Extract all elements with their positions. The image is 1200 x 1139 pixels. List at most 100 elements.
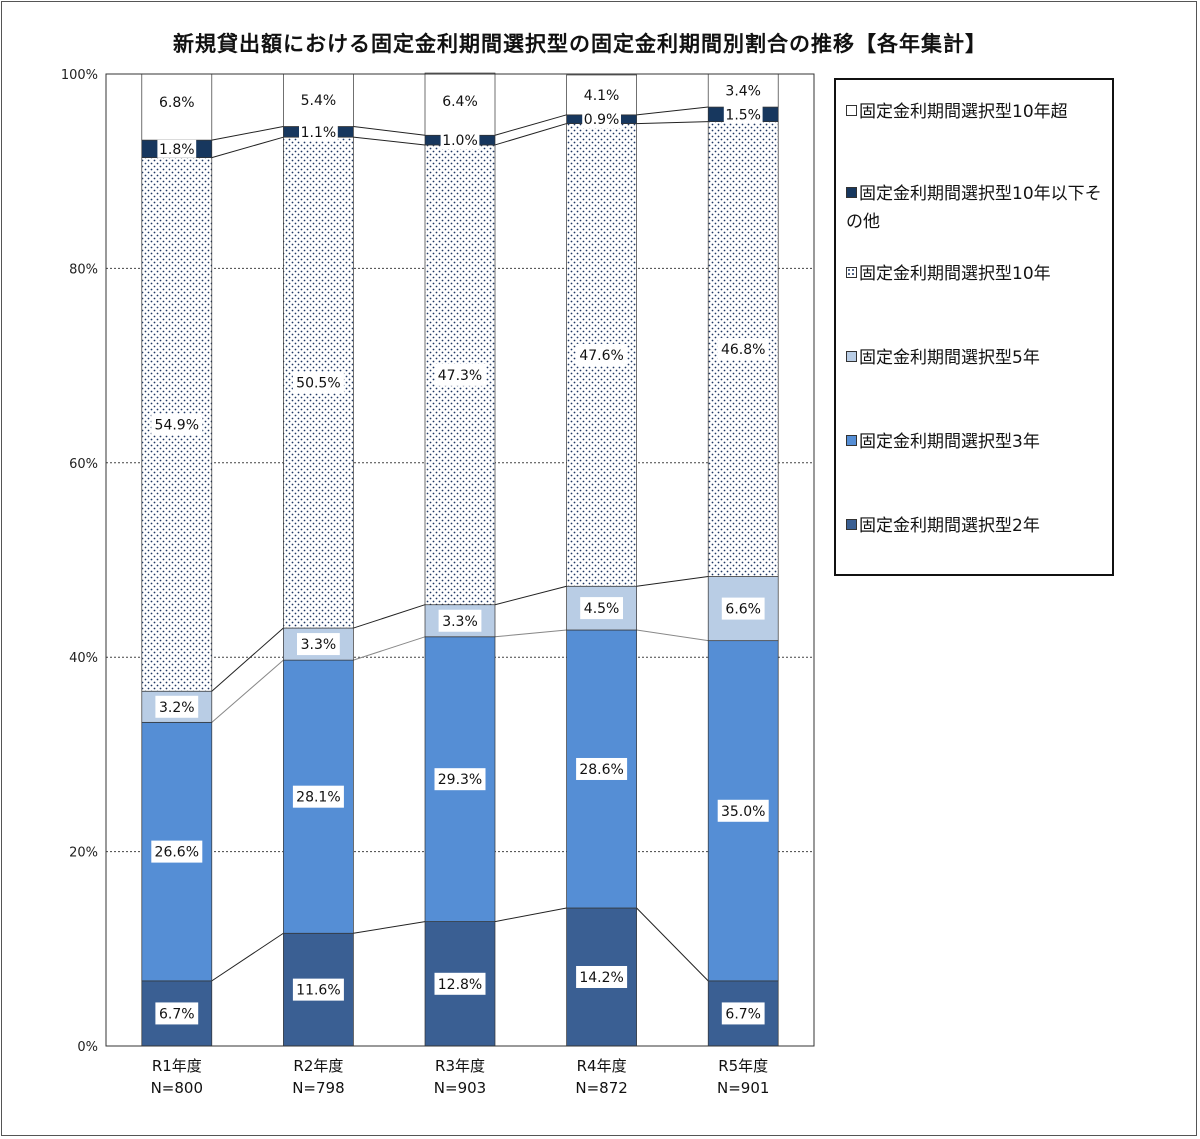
data-label: 47.6% bbox=[579, 348, 623, 364]
legend-swatch bbox=[846, 518, 857, 530]
data-label-bg bbox=[717, 799, 769, 822]
data-label: 54.9% bbox=[155, 417, 199, 433]
data-label: 4.1% bbox=[584, 88, 620, 104]
y-tick-label: 20% bbox=[69, 846, 98, 861]
data-label: 6.7% bbox=[725, 1006, 761, 1022]
y-tick-label: 80% bbox=[69, 262, 98, 277]
data-label: 46.8% bbox=[721, 342, 765, 358]
data-label: 6.6% bbox=[725, 602, 761, 618]
legend-item: 固定金利期間選択型10年以下その他 bbox=[846, 180, 1108, 236]
data-label: 14.2% bbox=[579, 970, 623, 986]
data-label-bg bbox=[155, 1002, 199, 1025]
series-connector-line bbox=[353, 136, 426, 146]
series-connector-line bbox=[353, 636, 426, 661]
y-tick-label: 60% bbox=[69, 457, 98, 472]
bar-segment bbox=[424, 72, 496, 136]
x-category-label: R4年度 bbox=[577, 1057, 627, 1075]
data-label: 29.3% bbox=[438, 772, 482, 788]
data-label-bg bbox=[151, 840, 203, 863]
bar-segment bbox=[283, 73, 354, 127]
plot-area-border bbox=[105, 73, 815, 1047]
series-connector-line bbox=[494, 585, 567, 606]
series-connector-line bbox=[211, 125, 284, 141]
legend-label: 固定金利期間選択型10年以下その他 bbox=[846, 184, 1102, 232]
series-connector-line bbox=[353, 921, 426, 934]
data-label-bg bbox=[157, 139, 197, 158]
bar-segment bbox=[141, 73, 213, 141]
series-connector-line bbox=[636, 629, 709, 642]
legend-swatch bbox=[846, 186, 857, 198]
data-label: 28.1% bbox=[296, 790, 340, 806]
data-label: 5.4% bbox=[301, 93, 337, 109]
data-label-bg bbox=[292, 371, 344, 394]
series-connector-line bbox=[211, 932, 284, 982]
data-label: 6.7% bbox=[159, 1006, 195, 1022]
series-connector-line bbox=[636, 106, 709, 116]
data-label-bg bbox=[297, 633, 340, 656]
series-connector-line bbox=[636, 576, 709, 587]
x-category-label: R1年度 bbox=[152, 1057, 202, 1075]
data-label: 3.3% bbox=[442, 614, 478, 630]
legend-swatch bbox=[846, 434, 857, 446]
data-label-bg bbox=[299, 122, 338, 141]
data-label-bg bbox=[576, 965, 628, 988]
legend-label: 固定金利期間選択型10年超 bbox=[859, 102, 1068, 122]
data-label: 1.0% bbox=[442, 133, 478, 149]
data-label-bg bbox=[155, 695, 199, 718]
legend-item: 固定金利期間選択型10年 bbox=[846, 260, 1108, 288]
data-label: 3.4% bbox=[725, 84, 761, 100]
y-tick-label: 100% bbox=[61, 68, 98, 83]
data-label: 28.6% bbox=[579, 762, 623, 778]
data-label: 35.0% bbox=[721, 804, 765, 820]
data-label-bg bbox=[292, 785, 344, 808]
x-category-sublabel: N=903 bbox=[434, 1079, 486, 1097]
data-label-bg bbox=[576, 757, 628, 780]
legend-label: 固定金利期間選択型3年 bbox=[859, 432, 1040, 452]
series-connector-line bbox=[494, 123, 567, 146]
data-label-bg bbox=[721, 597, 765, 620]
data-label-bg bbox=[438, 609, 482, 632]
legend-swatch bbox=[846, 104, 857, 116]
data-label-bg bbox=[580, 597, 623, 620]
legend-label: 固定金利期間選択型2年 bbox=[859, 516, 1040, 536]
data-label-bg bbox=[576, 343, 628, 366]
data-label: 0.9% bbox=[584, 112, 620, 128]
series-connector-line bbox=[494, 907, 567, 923]
series-connector-line bbox=[211, 627, 284, 692]
data-label-bg bbox=[434, 972, 486, 995]
data-label: 6.4% bbox=[442, 94, 478, 110]
y-tick-label: 40% bbox=[69, 651, 98, 666]
series-connector-line bbox=[494, 114, 567, 136]
data-label: 11.6% bbox=[296, 983, 340, 999]
data-label-bg bbox=[721, 1002, 765, 1025]
x-category-label: R3年度 bbox=[435, 1057, 485, 1075]
series-connector-line bbox=[636, 121, 709, 125]
x-category-label: R2年度 bbox=[293, 1057, 343, 1075]
data-label-bg bbox=[717, 338, 769, 361]
data-label-bg bbox=[723, 105, 763, 124]
data-label: 47.3% bbox=[438, 368, 482, 384]
x-category-label: R5年度 bbox=[718, 1057, 768, 1075]
data-label-bg bbox=[582, 110, 621, 129]
data-label: 26.6% bbox=[155, 845, 199, 861]
series-connector-line bbox=[494, 629, 567, 638]
y-tick-label: 0% bbox=[77, 1040, 98, 1055]
series-connector-line bbox=[353, 125, 426, 136]
legend-swatch bbox=[846, 266, 857, 278]
data-label: 1.1% bbox=[301, 125, 337, 141]
legend-label: 固定金利期間選択型5年 bbox=[859, 348, 1040, 368]
legend-label: 固定金利期間選択型10年 bbox=[859, 264, 1051, 284]
legend-swatch bbox=[846, 350, 857, 362]
chart-legend: 固定金利期間選択型10年超固定金利期間選択型10年以下その他固定金利期間選択型1… bbox=[834, 78, 1114, 576]
data-label-bg bbox=[434, 768, 486, 791]
data-label-bg bbox=[292, 978, 344, 1001]
bar-segment bbox=[566, 74, 637, 116]
data-label: 50.5% bbox=[296, 376, 340, 392]
series-connector-line bbox=[353, 604, 426, 629]
data-label: 4.5% bbox=[584, 601, 620, 617]
legend-item: 固定金利期間選択型3年 bbox=[846, 428, 1108, 456]
chart-title: 新規貸出額における固定金利期間選択型の固定金利期間別割合の推移【各年集計】 bbox=[173, 32, 987, 56]
series-connector-line bbox=[211, 659, 284, 723]
